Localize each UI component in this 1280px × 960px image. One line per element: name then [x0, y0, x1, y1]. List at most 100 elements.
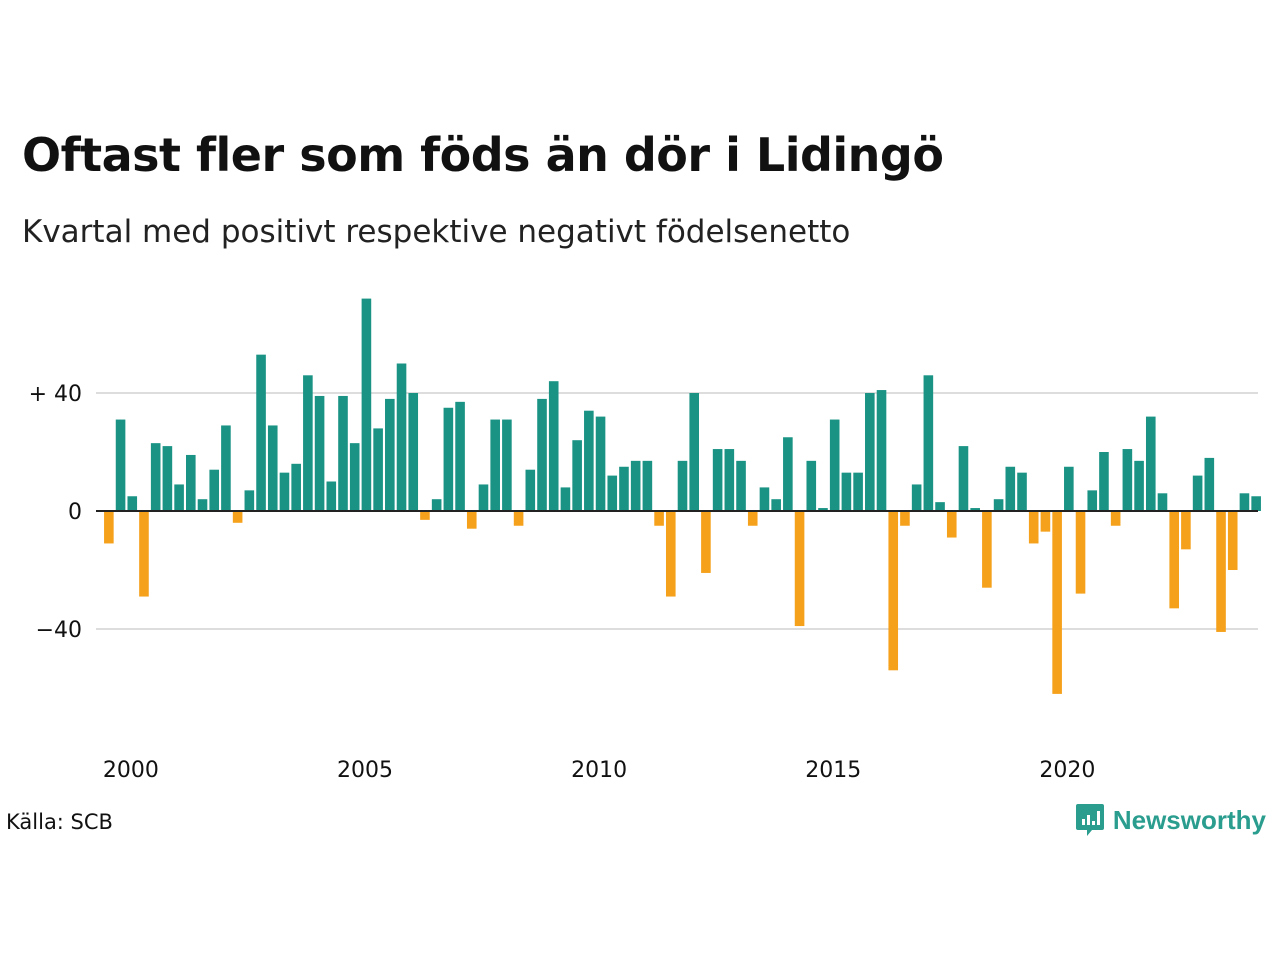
bar-2016-k1[interactable] [853, 472, 863, 511]
bar-2005-k1[interactable] [338, 395, 348, 511]
bar-2019-k2[interactable] [1005, 466, 1016, 511]
bar-2002-k2[interactable] [209, 469, 220, 511]
bar-2018-k3[interactable] [970, 508, 980, 511]
bar-2018-k2[interactable] [958, 446, 969, 511]
bar-2022-k4[interactable] [1169, 511, 1179, 609]
bar-2016-k3[interactable] [876, 390, 887, 511]
bar-2020-k1[interactable] [1040, 511, 1051, 532]
bar-2005-k3[interactable] [361, 298, 372, 511]
bar-2003-k3[interactable] [267, 425, 278, 511]
bar-2000-k3[interactable] [127, 496, 138, 511]
bar-2006-k3[interactable] [408, 393, 419, 511]
bar-2008-k2[interactable] [490, 419, 500, 511]
bar-2015-k2[interactable] [818, 508, 828, 511]
bar-2021-k1[interactable] [1087, 490, 1098, 511]
bar-2024-k3[interactable] [1251, 496, 1261, 511]
bar-2013-k3[interactable] [736, 460, 746, 511]
bar-2004-k2[interactable] [303, 375, 313, 511]
bar-2023-k3[interactable] [1204, 457, 1215, 511]
bar-2017-k3[interactable] [923, 375, 934, 511]
bar-2021-k2[interactable] [1099, 452, 1109, 511]
bar-2008-k4[interactable] [513, 511, 524, 526]
bar-2003-k2[interactable] [256, 354, 266, 511]
bar-2020-k4[interactable] [1075, 511, 1086, 594]
bar-2020-k2[interactable] [1052, 511, 1062, 694]
bar-2015-k4[interactable] [841, 472, 852, 511]
bar-2000-k1[interactable] [104, 511, 114, 544]
bar-2006-k4[interactable] [420, 511, 430, 520]
bar-2009-k4[interactable] [560, 487, 571, 511]
bar-2024-k1[interactable] [1227, 511, 1238, 570]
bar-2006-k2[interactable] [396, 363, 407, 512]
bar-2007-k2[interactable] [443, 407, 454, 511]
bar-2004-k4[interactable] [326, 481, 337, 512]
bar-2024-k2[interactable] [1239, 493, 1250, 511]
bar-2010-k2[interactable] [584, 410, 594, 511]
bar-2003-k4[interactable] [279, 472, 290, 511]
bar-2012-k1[interactable] [665, 511, 676, 597]
bar-2016-k4[interactable] [888, 511, 899, 671]
bar-2012-k2[interactable] [677, 460, 688, 511]
bar-2013-k1[interactable] [712, 449, 723, 511]
bar-2023-k1[interactable] [1181, 511, 1191, 550]
bar-2002-k4[interactable] [232, 511, 243, 523]
bar-2009-k3[interactable] [548, 381, 559, 511]
bar-2001-k4[interactable] [186, 454, 196, 511]
bar-2022-k1[interactable] [1134, 460, 1144, 511]
newsworthy-brand[interactable]: Newsworthy [1075, 802, 1266, 838]
bar-2003-k1[interactable] [244, 490, 255, 511]
bar-2010-k1[interactable] [572, 440, 582, 511]
bar-2017-k4[interactable] [935, 502, 945, 511]
bar-2007-k3[interactable] [455, 401, 465, 511]
bar-2004-k3[interactable] [314, 395, 325, 511]
bar-2018-k1[interactable] [946, 511, 957, 538]
bar-2009-k1[interactable] [525, 469, 536, 511]
bar-2000-k2[interactable] [115, 419, 126, 511]
bar-2023-k4[interactable] [1216, 511, 1226, 632]
bar-2004-k1[interactable] [291, 463, 301, 511]
bar-2005-k2[interactable] [349, 443, 360, 511]
bar-2011-k3[interactable] [642, 460, 653, 511]
bar-2001-k1[interactable] [150, 443, 161, 511]
bar-2015-k3[interactable] [829, 419, 840, 511]
bar-2009-k2[interactable] [537, 398, 547, 511]
bar-2013-k4[interactable] [747, 511, 758, 526]
bar-2014-k2[interactable] [771, 499, 781, 511]
bar-2010-k3[interactable] [595, 416, 606, 511]
bar-2018-k4[interactable] [982, 511, 992, 588]
bar-2000-k4[interactable] [139, 511, 149, 597]
bar-2022-k3[interactable] [1157, 493, 1168, 511]
bar-2019-k3[interactable] [1017, 472, 1027, 511]
bar-2001-k2[interactable] [162, 446, 173, 511]
bar-2012-k3[interactable] [689, 393, 700, 511]
bar-2002-k1[interactable] [197, 499, 208, 511]
bar-2017-k2[interactable] [911, 484, 922, 511]
bar-2011-k2[interactable] [630, 460, 641, 511]
bar-2014-k1[interactable] [759, 487, 770, 511]
bar-2002-k3[interactable] [221, 425, 231, 511]
bar-2011-k1[interactable] [619, 466, 629, 511]
bar-2008-k1[interactable] [478, 484, 489, 511]
bar-2017-k1[interactable] [900, 511, 910, 526]
bar-2016-k2[interactable] [865, 393, 875, 511]
bar-2006-k1[interactable] [385, 398, 395, 511]
bar-2015-k1[interactable] [806, 460, 817, 511]
bar-2010-k4[interactable] [607, 475, 618, 511]
bar-2001-k3[interactable] [174, 484, 184, 511]
bar-2008-k3[interactable] [502, 419, 512, 511]
bar-2022-k2[interactable] [1145, 416, 1156, 511]
bar-2019-k4[interactable] [1028, 511, 1039, 544]
bar-2023-k2[interactable] [1192, 475, 1203, 511]
bar-2007-k4[interactable] [466, 511, 477, 529]
bar-2013-k2[interactable] [724, 449, 735, 511]
bar-2005-k4[interactable] [373, 428, 383, 511]
bar-2014-k4[interactable] [794, 511, 805, 627]
bar-2012-k4[interactable] [701, 511, 711, 573]
bar-2020-k3[interactable] [1064, 466, 1074, 511]
bar-2019-k1[interactable] [993, 499, 1004, 511]
bar-2011-k4[interactable] [654, 511, 664, 526]
bar-2021-k4[interactable] [1122, 449, 1133, 511]
bar-2021-k3[interactable] [1110, 511, 1121, 526]
bar-2007-k1[interactable] [431, 499, 442, 511]
bar-2014-k3[interactable] [783, 437, 793, 511]
